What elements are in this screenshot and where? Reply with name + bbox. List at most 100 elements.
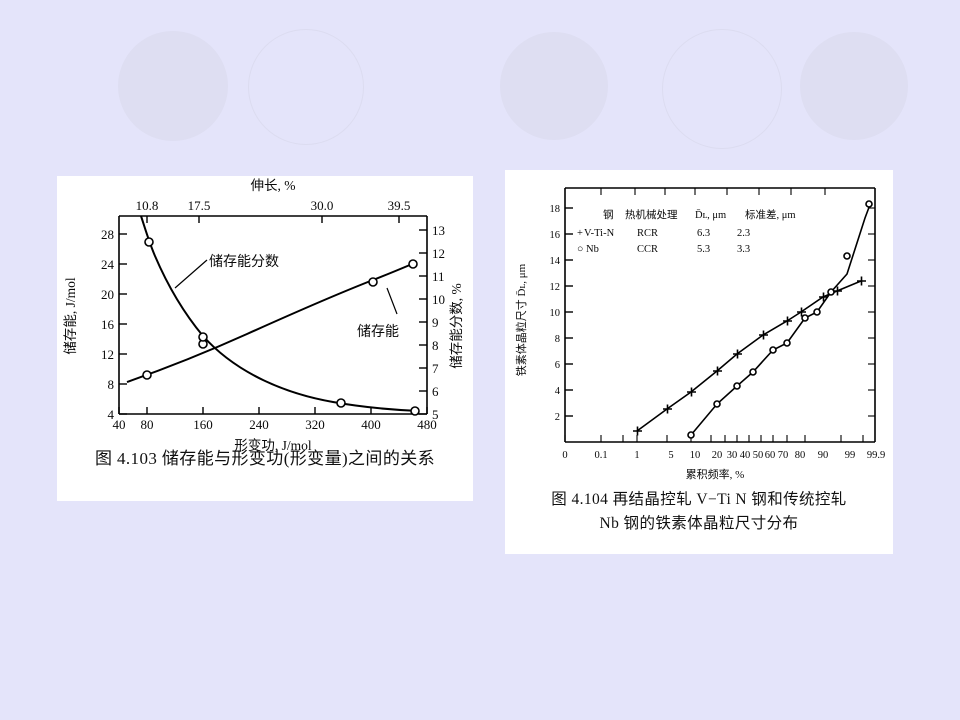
legend-row-1-marker: ○ bbox=[577, 244, 583, 255]
stored-energy-leader-line bbox=[386, 287, 398, 315]
x-axis-title: 形变功, J/mol bbox=[234, 438, 312, 453]
x-axis-ticks bbox=[564, 435, 864, 442]
right-tick-label-5: 10 bbox=[432, 292, 445, 307]
y-tick-label-4: 10 bbox=[550, 308, 561, 319]
series-stored-energy-markers bbox=[142, 259, 418, 380]
x-tick-label-1: 80 bbox=[141, 417, 154, 432]
left-axis-title: 储存能, J/mol bbox=[63, 277, 78, 355]
x-tick-label-8: 50 bbox=[753, 450, 764, 461]
right-tick-label-2: 7 bbox=[432, 361, 439, 376]
legend-row-0-sd: 2.3 bbox=[737, 228, 750, 239]
legend: 钢 热机械处理 D̄ʟ, μm 标准差, μm + V-Ti-N RCR 6.3… bbox=[577, 208, 796, 255]
left-tick-label-2: 12 bbox=[101, 347, 114, 362]
x-tick-label-0: 40 bbox=[113, 417, 126, 432]
figure-left-caption: 图 4.103 储存能与形变功(形变量)之间的关系 bbox=[94, 449, 436, 468]
figure-right-caption: 图 4.104 再结晶控轧 V−Ti N 钢和传统控轧 Nb 钢的铁素体晶粒尺寸… bbox=[505, 488, 893, 536]
figure-panel-left: 伸长, % 10.8 17.5 30.0 39.5 4 bbox=[57, 176, 473, 501]
y-axis-ticks bbox=[565, 207, 573, 417]
right-tick-label-1: 6 bbox=[432, 384, 439, 399]
figure-panel-right: 2 4 6 8 10 12 14 16 18 铁素体晶粒尺寸 D̄ʟ, μm bbox=[505, 170, 893, 554]
x-tick-label-5: 20 bbox=[712, 450, 723, 461]
bg-circle-4 bbox=[662, 29, 782, 149]
legend-row-0-steel: V-Ti-N bbox=[584, 228, 615, 239]
top-axis-ticks bbox=[146, 216, 400, 223]
left-tick-label-5: 24 bbox=[101, 257, 115, 272]
legend-row-0-dl: 6.3 bbox=[697, 228, 710, 239]
x-tick-label-6: 30 bbox=[727, 450, 738, 461]
right-axis-title: 储存能分数, % bbox=[449, 283, 464, 369]
right-tick-label-6: 11 bbox=[432, 269, 445, 284]
figure-right-caption-line2: Nb 钢的铁素体晶粒尺寸分布 bbox=[599, 515, 799, 533]
y-tick-label-5: 12 bbox=[550, 282, 561, 293]
x-tick-label-2: 160 bbox=[193, 417, 213, 432]
series-stored-energy-curve bbox=[126, 261, 418, 383]
x-tick-label-9: 60 bbox=[765, 450, 776, 461]
stored-fraction-leader-line bbox=[174, 259, 208, 289]
series-vtin-markers bbox=[633, 276, 866, 436]
bg-circle-5 bbox=[800, 32, 908, 140]
y-tick-label-7: 16 bbox=[550, 230, 561, 241]
y-tick-label-6: 14 bbox=[550, 256, 561, 267]
figure-right-caption-line1: 图 4.104 再结晶控轧 V−Ti N 钢和传统控轧 bbox=[551, 491, 847, 508]
legend-row-0-process: RCR bbox=[637, 228, 658, 239]
top-tick-label-3: 39.5 bbox=[388, 198, 411, 213]
top-tick-label-2: 30.0 bbox=[311, 198, 334, 213]
y-tick-label-8: 18 bbox=[550, 204, 561, 215]
left-tick-label-1: 8 bbox=[108, 377, 115, 392]
left-tick-label-4: 20 bbox=[101, 287, 114, 302]
x-tick-label-12: 90 bbox=[818, 450, 829, 461]
bg-circle-2 bbox=[248, 29, 364, 145]
legend-header-dl: D̄ʟ, μm bbox=[695, 209, 726, 221]
series-stored-fraction-markers bbox=[144, 237, 420, 416]
left-tick-label-6: 28 bbox=[101, 227, 114, 242]
left-axis-ticks bbox=[119, 233, 127, 415]
left-tick-label-0: 4 bbox=[108, 407, 115, 422]
legend-header-sd: 标准差, μm bbox=[745, 208, 796, 221]
x-tick-label-4: 320 bbox=[305, 417, 325, 432]
right-tick-label-3: 8 bbox=[432, 338, 439, 353]
y-tick-label-1: 4 bbox=[555, 386, 561, 397]
y-tick-label-0: 2 bbox=[555, 412, 560, 423]
right-tick-label-4: 9 bbox=[432, 315, 439, 330]
x-tick-label-3: 240 bbox=[249, 417, 269, 432]
series-stored-fraction-curve bbox=[140, 215, 420, 412]
legend-row-1-dl: 5.3 bbox=[697, 244, 710, 255]
chart-stored-energy: 伸长, % 10.8 17.5 30.0 39.5 4 bbox=[63, 178, 464, 453]
bg-circle-3 bbox=[500, 32, 608, 140]
top-frame-ticks bbox=[600, 188, 826, 195]
legend-header-steel: 钢 bbox=[603, 208, 614, 221]
right-tick-label-7: 12 bbox=[432, 246, 445, 261]
annotation-stored-fraction: 储存能分数 bbox=[209, 254, 279, 270]
y-tick-label-2: 6 bbox=[555, 360, 560, 371]
top-tick-label-1: 17.5 bbox=[188, 198, 211, 213]
left-tick-label-3: 16 bbox=[101, 317, 115, 332]
x-tick-label-5: 400 bbox=[361, 417, 381, 432]
legend-row-1-steel: Nb bbox=[586, 244, 599, 255]
x-tick-label-0: 0 bbox=[562, 450, 567, 461]
annotation-stored-energy: 储存能 bbox=[357, 324, 399, 340]
x-tick-label-13: 99 bbox=[845, 450, 856, 461]
x-tick-label-11: 80 bbox=[795, 450, 806, 461]
legend-row-0-marker: + bbox=[577, 228, 583, 239]
x-tick-label-2: 1 bbox=[634, 450, 639, 461]
bg-circle-1 bbox=[118, 31, 228, 141]
x-tick-label-3: 5 bbox=[668, 450, 673, 461]
top-tick-label-0: 10.8 bbox=[136, 198, 159, 213]
x-axis-title: 累积频率, % bbox=[686, 467, 745, 481]
x-tick-label-10: 70 bbox=[778, 450, 789, 461]
right-frame-ticks bbox=[868, 207, 875, 417]
legend-header-process: 热机械处理 bbox=[625, 208, 678, 221]
right-tick-label-8: 13 bbox=[432, 223, 445, 238]
y-tick-label-3: 8 bbox=[555, 334, 560, 345]
series-nb-markers bbox=[687, 200, 873, 439]
y-axis-title: 铁素体晶粒尺寸 D̄ʟ, μm bbox=[514, 263, 528, 376]
legend-row-1-sd: 3.3 bbox=[737, 244, 750, 255]
x-tick-label-7: 40 bbox=[740, 450, 751, 461]
x-tick-label-4: 10 bbox=[690, 450, 701, 461]
legend-row-1-process: CCR bbox=[637, 244, 658, 255]
series-nb-line bbox=[690, 201, 872, 436]
x-tick-label-1: 0.1 bbox=[594, 450, 607, 461]
x-tick-label-14: 99.9 bbox=[867, 450, 885, 461]
top-axis-title: 伸长, % bbox=[251, 178, 296, 193]
x-tick-label-6: 480 bbox=[417, 417, 437, 432]
